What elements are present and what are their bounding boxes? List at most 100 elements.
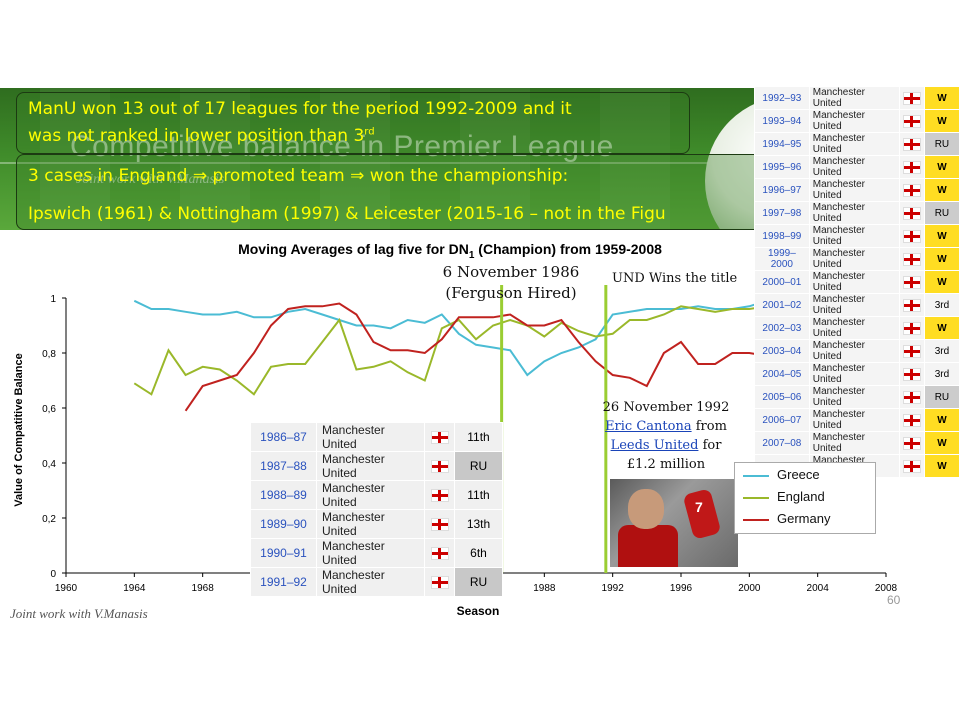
series-line-england	[133, 305, 767, 396]
background-title: Competitive balance in Premier League	[70, 130, 614, 163]
season-cell[interactable]: 1993–94	[754, 109, 810, 133]
club-cell[interactable]: Manchester United	[316, 538, 425, 568]
england-flag-icon	[898, 293, 925, 317]
y-tick-label: 1	[50, 294, 56, 305]
club-cell[interactable]: Manchester United	[808, 132, 900, 156]
club-cell[interactable]: Manchester United	[808, 339, 900, 363]
legend-swatch	[743, 474, 769, 477]
club-cell[interactable]: Manchester United	[808, 224, 900, 248]
table-row: 1999–2000 Manchester United W	[754, 247, 960, 271]
position-cell: W	[923, 224, 960, 248]
club-cell[interactable]: Manchester United	[808, 155, 900, 179]
photo-number: 7	[695, 499, 703, 515]
position-cell: W	[923, 454, 960, 478]
season-cell[interactable]: 1989–90	[250, 509, 317, 539]
pitch-stripe	[320, 88, 390, 230]
leeds-link[interactable]: Leeds United	[610, 438, 699, 453]
club-cell[interactable]: Manchester United	[808, 201, 900, 225]
england-flag-icon	[898, 408, 925, 432]
season-cell[interactable]: 2004–05	[754, 362, 810, 386]
table-row: 1993–94 Manchester United W	[754, 109, 960, 133]
table-row: 1987–88 Manchester United RU	[250, 451, 503, 481]
england-flag-icon	[424, 538, 455, 568]
club-cell[interactable]: Manchester United	[316, 451, 425, 481]
photo-shirt	[618, 525, 678, 567]
season-cell[interactable]: 1996–97	[754, 178, 810, 202]
chart-title: Moving Averages of lag five for DN1 (Cha…	[238, 241, 662, 261]
club-cell[interactable]: Manchester United	[808, 86, 900, 110]
club-cell[interactable]: Manchester United	[808, 316, 900, 340]
cantona-annotation: 26 November 1992 Eric Cantona from Leeds…	[596, 398, 736, 474]
und-annotation: UND Wins the title	[612, 271, 738, 286]
ferguson-date: 6 November 1986	[442, 263, 580, 281]
season-cell[interactable]: 2006–07	[754, 408, 810, 432]
season-cell[interactable]: 2007–08	[754, 431, 810, 455]
position-cell: RU	[923, 385, 960, 409]
season-cell[interactable]: 1992–93	[754, 86, 810, 110]
season-cell[interactable]: 1999–2000	[754, 247, 810, 271]
club-cell[interactable]: Manchester United	[316, 509, 425, 539]
y-axis-label: Value of Compatitive Balance	[13, 353, 25, 506]
club-cell[interactable]: Manchester United	[808, 293, 900, 317]
club-cell[interactable]: Manchester United	[808, 109, 900, 133]
season-cell[interactable]: 1987–88	[250, 451, 317, 481]
season-cell[interactable]: 1997–98	[754, 201, 810, 225]
season-cell[interactable]: 1990–91	[250, 538, 317, 568]
season-cell[interactable]: 1994–95	[754, 132, 810, 156]
season-cell[interactable]: 1995–96	[754, 155, 810, 179]
photo-face	[628, 489, 664, 529]
season-cell[interactable]: 2005–06	[754, 385, 810, 409]
season-cell[interactable]: 2002–03	[754, 316, 810, 340]
club-cell[interactable]: Manchester United	[808, 178, 900, 202]
season-cell[interactable]: 2003–04	[754, 339, 810, 363]
pitch-stripe	[460, 88, 530, 230]
england-flag-icon	[898, 454, 925, 478]
club-cell[interactable]: Manchester United	[316, 480, 425, 510]
leeds-for: for	[702, 438, 722, 453]
season-cell[interactable]: 1986–87	[250, 422, 317, 452]
club-cell[interactable]: Manchester United	[808, 408, 900, 432]
england-flag-icon	[424, 509, 455, 539]
england-flag-icon	[424, 422, 455, 452]
table-row: 1998–99 Manchester United W	[754, 224, 960, 248]
bullet-1-line2: was not ranked in lower position than 3r…	[28, 126, 375, 146]
x-tick-label: 2004	[807, 583, 830, 594]
club-cell[interactable]: Manchester United	[316, 422, 425, 452]
position-cell: W	[923, 109, 960, 133]
position-cell: W	[923, 247, 960, 271]
season-cell[interactable]: 1998–99	[754, 224, 810, 248]
season-cell[interactable]: 2000–01	[754, 270, 810, 294]
legend-england: England	[743, 489, 825, 504]
position-cell: W	[923, 86, 960, 110]
england-flag-icon	[898, 86, 925, 110]
season-cell[interactable]: 1988–89	[250, 480, 317, 510]
table-row: 1995–96 Manchester United W	[754, 155, 960, 179]
pitch-stripe	[40, 88, 110, 230]
table-row: 1996–97 Manchester United W	[754, 178, 960, 202]
x-tick-label: 1964	[123, 583, 146, 594]
club-cell[interactable]: Manchester United	[808, 431, 900, 455]
position-cell: 11th	[454, 422, 503, 452]
cantona-link[interactable]: Eric Cantona	[605, 419, 692, 434]
club-cell[interactable]: Manchester United	[808, 247, 900, 271]
england-flag-icon	[898, 316, 925, 340]
england-flag-icon	[898, 178, 925, 202]
england-flag-icon	[898, 201, 925, 225]
position-cell: RU	[923, 201, 960, 225]
table-row: 2003–04 Manchester United 3rd	[754, 339, 960, 363]
cantona-date: 26 November 1992	[602, 400, 730, 415]
season-cell[interactable]: 2001–02	[754, 293, 810, 317]
season-cell[interactable]: 1991–92	[250, 567, 317, 597]
position-cell: W	[923, 431, 960, 455]
position-cell: 3rd	[923, 339, 960, 363]
england-flag-icon	[424, 451, 455, 481]
club-cell[interactable]: Manchester United	[808, 385, 900, 409]
chart-legend: Greece England Germany	[734, 462, 876, 534]
club-cell[interactable]: Manchester United	[316, 567, 425, 597]
bullet-2: 3 cases in England ⇒ promoted team ⇒ won…	[28, 166, 569, 186]
club-cell[interactable]: Manchester United	[808, 270, 900, 294]
england-flag-icon	[898, 109, 925, 133]
legend-swatch	[743, 496, 769, 499]
x-axis-label: Season	[457, 604, 500, 618]
club-cell[interactable]: Manchester United	[808, 362, 900, 386]
